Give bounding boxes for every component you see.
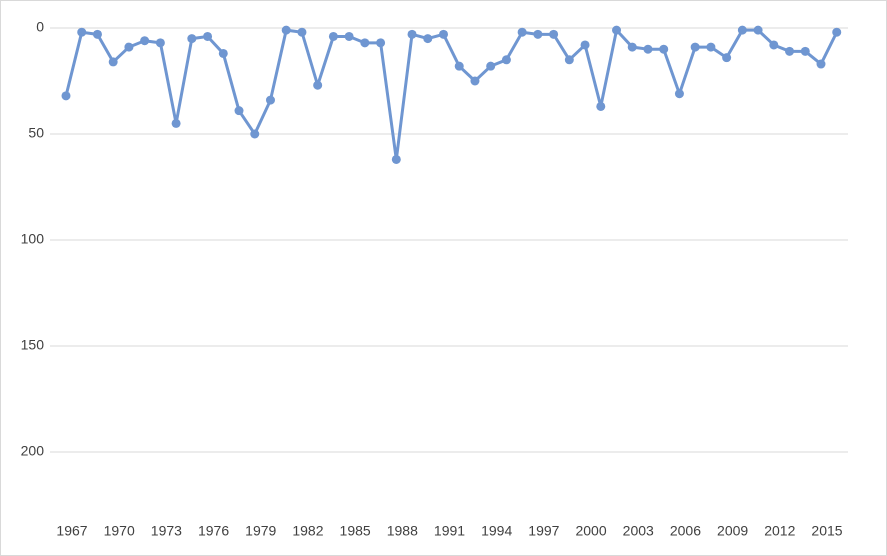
data-point: [659, 44, 669, 54]
data-point: [564, 55, 574, 65]
data-point: [407, 29, 417, 39]
data-point: [218, 48, 228, 58]
data-point: [454, 61, 464, 71]
x-tick-label: 1967: [56, 523, 87, 539]
data-point: [690, 42, 700, 52]
data-point: [77, 27, 87, 37]
data-point: [612, 25, 622, 35]
x-tick-label: 1973: [151, 523, 182, 539]
data-point: [376, 38, 386, 48]
x-tick-label: 1991: [434, 523, 465, 539]
x-tick-label: 1985: [340, 523, 371, 539]
data-point: [674, 89, 684, 99]
data-point: [643, 44, 653, 54]
data-point: [816, 59, 826, 69]
data-point: [203, 31, 213, 41]
x-tick-label: 1976: [198, 523, 229, 539]
x-tick-label: 1970: [104, 523, 135, 539]
data-point: [580, 40, 590, 50]
data-point: [92, 29, 102, 39]
y-tick-label: 150: [21, 337, 45, 353]
data-point: [391, 154, 401, 164]
y-tick-label: 200: [21, 443, 45, 459]
data-point: [533, 29, 543, 39]
data-point: [800, 46, 810, 56]
y-tick-label: 50: [28, 125, 44, 141]
data-point: [769, 40, 779, 50]
data-point: [155, 38, 165, 48]
data-point: [108, 57, 118, 67]
x-tick-label: 1979: [245, 523, 276, 539]
y-tick-label: 100: [21, 231, 45, 247]
x-tick-label: 2015: [811, 523, 842, 539]
x-tick-label: 1982: [292, 523, 323, 539]
data-point: [549, 29, 559, 39]
x-tick-label: 2000: [575, 523, 606, 539]
data-point: [313, 80, 323, 90]
data-point: [486, 61, 496, 71]
data-point: [832, 27, 842, 37]
data-point: [234, 106, 244, 116]
data-point: [171, 118, 181, 128]
data-point: [470, 76, 480, 86]
data-point: [328, 31, 338, 41]
x-tick-label: 1988: [387, 523, 418, 539]
x-tick-label: 2009: [717, 523, 748, 539]
y-tick-label: 0: [36, 19, 44, 35]
x-tick-label: 2012: [764, 523, 795, 539]
data-point: [627, 42, 637, 52]
x-tick-label: 1997: [528, 523, 559, 539]
data-point: [706, 42, 716, 52]
data-point: [423, 34, 433, 44]
data-point: [439, 29, 448, 39]
data-point: [501, 55, 511, 65]
data-point: [187, 34, 197, 44]
data-point: [517, 27, 527, 37]
data-point: [250, 129, 260, 139]
data-point: [265, 95, 275, 105]
data-point: [297, 27, 307, 37]
data-point: [596, 101, 606, 111]
data-point: [753, 25, 763, 35]
data-point: [344, 31, 354, 41]
data-point: [785, 46, 795, 56]
data-point: [140, 36, 150, 46]
data-point: [124, 42, 134, 52]
x-tick-label: 2006: [670, 523, 701, 539]
x-tick-label: 2003: [623, 523, 654, 539]
data-point: [281, 25, 291, 35]
x-tick-label: 1994: [481, 523, 512, 539]
data-point: [722, 53, 732, 63]
data-point: [61, 91, 71, 101]
data-point: [360, 38, 370, 48]
data-point: [737, 25, 747, 35]
